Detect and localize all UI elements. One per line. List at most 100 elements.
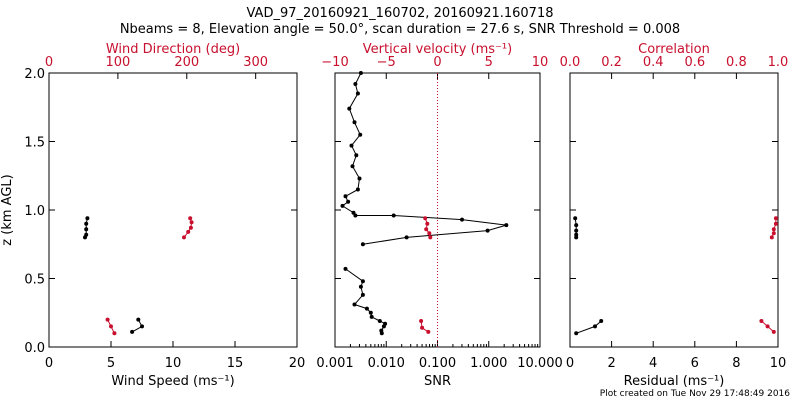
snr-point [355, 91, 360, 96]
snr-point [404, 235, 409, 240]
snr-point [357, 176, 362, 181]
residual-point [574, 331, 579, 336]
wind-speed-point [130, 329, 135, 334]
wind-bottom-tick-label: 0 [45, 356, 53, 371]
wind-speed-point [84, 227, 89, 232]
residual-point [574, 223, 579, 228]
wind-direction-point [189, 220, 194, 225]
wind-direction-point [188, 216, 193, 221]
correlation-top-tick-label: 0.4 [643, 55, 664, 70]
wind-top-axis-label: Wind Direction (deg) [106, 42, 240, 57]
snr-point [340, 203, 345, 208]
wind-direction-point [188, 225, 193, 230]
correlation-top-tick-label: 1.0 [768, 55, 789, 70]
vertical-velocity-point [426, 329, 431, 334]
wind-direction-point [182, 235, 186, 240]
vertical-velocity-point [424, 227, 429, 232]
snr-point [350, 164, 355, 169]
correlation-point [771, 329, 776, 334]
wind-top-tick-label: 100 [105, 55, 130, 70]
snr-point [360, 279, 365, 284]
snr-point [377, 319, 382, 323]
snr-top-tick-label: 0 [433, 55, 441, 70]
wind-speed-point [85, 216, 90, 221]
wind-direction-point [186, 229, 191, 234]
wind-top-tick-label: 200 [174, 55, 199, 70]
snr-point [381, 324, 386, 329]
snr-point [358, 284, 363, 289]
snr-top-tick-label: −10 [321, 55, 348, 70]
snr-bottom-tick-label: 10.000 [517, 356, 563, 371]
vertical-velocity-point [428, 235, 433, 240]
snr-point [360, 242, 365, 247]
correlation-point [773, 221, 778, 226]
wind-plot-frame [48, 72, 298, 348]
snr-point [358, 71, 363, 75]
y-tick-label: 1.0 [24, 204, 45, 219]
vertical-velocity-point [420, 325, 425, 330]
wind-speed-point [84, 221, 89, 226]
correlation-point [771, 227, 776, 232]
wind-direction-point [109, 324, 113, 329]
snr-top-axis-label: Vertical velocity (ms⁻¹) [363, 42, 512, 57]
correlation-top-tick-label: 0.6 [684, 55, 705, 70]
wind-speed-point [83, 235, 87, 240]
snr-point [364, 306, 369, 311]
snr-point [352, 120, 357, 125]
snr-point [391, 213, 396, 218]
correlation-top-tick-label: 0.8 [726, 55, 747, 70]
snr-point [460, 217, 464, 222]
wind-direction-point [112, 331, 117, 336]
snr-point [504, 223, 509, 228]
correlation-top-tick-label: 0.0 [560, 55, 581, 70]
wind-bottom-tick-label: 5 [107, 356, 115, 371]
y-tick-label: 0.5 [24, 273, 45, 288]
snr-point [352, 302, 357, 307]
snr-point [358, 132, 363, 137]
snr-top-tick-label: 10 [532, 55, 549, 70]
snr-bottom-tick-label: 0.010 [368, 356, 405, 371]
y-tick-label: 0.0 [24, 341, 45, 356]
correlation-plot-frame [569, 72, 779, 348]
wind-speed-point [136, 317, 141, 322]
plot-created-footer: Plot created on Tue Nov 29 17:48:49 2016 [600, 389, 790, 399]
snr-point [351, 210, 356, 215]
snr-bottom-axis-label: SNR [424, 374, 451, 389]
snr-point [349, 143, 354, 148]
correlation-point [765, 324, 770, 329]
residual-point [593, 324, 597, 329]
correlation-bottom-tick-label: 10 [770, 356, 787, 371]
figure-subtitle: Nbeams = 8, Elevation angle = 50.0°, sca… [120, 22, 680, 37]
wind-speed-point [140, 324, 144, 329]
y-tick-label: 1.5 [24, 136, 45, 151]
snr-point [360, 292, 365, 297]
residual-point [574, 228, 579, 233]
vertical-velocity-point [427, 231, 432, 236]
snr-top-tick-label: 5 [485, 55, 493, 70]
wind-top-tick-label: 300 [243, 55, 268, 70]
correlation-point [771, 231, 776, 236]
correlation-bottom-tick-label: 4 [649, 356, 657, 371]
snr-point [379, 331, 384, 336]
snr-point [354, 153, 359, 158]
wind-bottom-axis-label: Wind Speed (ms⁻¹) [111, 374, 234, 389]
figure-title: VAD_97_20160921_160702, 20160921.160718 [247, 6, 554, 21]
correlation-bottom-axis-label: Residual (ms⁻¹) [624, 374, 725, 389]
snr-point [485, 228, 490, 233]
correlation-bottom-tick-label: 6 [691, 356, 699, 371]
vertical-velocity-point [425, 221, 430, 226]
wind-direction-point [105, 317, 110, 322]
correlation-bottom-tick-label: 0 [566, 356, 574, 371]
vertical-velocity-point [419, 319, 424, 323]
correlation-point [759, 319, 764, 323]
snr-point [346, 199, 351, 204]
snr-point [343, 194, 348, 199]
wind-bottom-tick-label: 10 [165, 356, 182, 371]
snr-line [345, 268, 386, 334]
snr-point [343, 266, 348, 271]
vertical-velocity-point [423, 216, 428, 221]
correlation-top-axis-label: Correlation [638, 42, 710, 57]
correlation-point [773, 216, 778, 221]
